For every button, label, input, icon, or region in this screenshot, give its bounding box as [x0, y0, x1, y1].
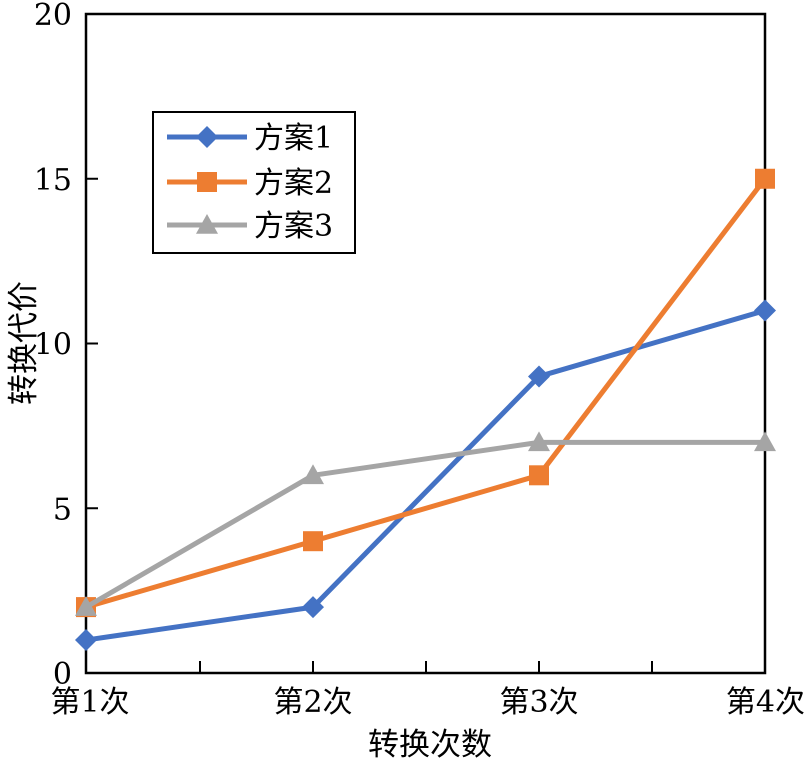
x-axis-title: 转换次数 — [368, 727, 492, 763]
x-tick-label-2: 第3次 — [499, 685, 578, 720]
series-3-point-2 — [302, 464, 324, 485]
y-tick-labels: 0 5 10 15 20 — [34, 0, 72, 692]
series-1-point-3 — [528, 365, 550, 388]
x-tick-label-0: 第1次 — [50, 685, 129, 720]
y-tick-label-3: 15 — [34, 163, 72, 198]
series-1-point-4 — [754, 299, 776, 322]
x-tick-labels: 第1次 第2次 第3次 第4次 — [50, 685, 805, 720]
legend: 方案1 方案2 方案3 — [152, 111, 356, 254]
series-3-point-4 — [754, 431, 776, 452]
legend-marker-1 — [196, 126, 218, 148]
y-tick-label-4: 20 — [34, 0, 72, 33]
series-line-2 — [85, 177, 767, 610]
series-line-1 — [85, 308, 766, 643]
series-2-point-2 — [303, 531, 323, 552]
series-2-point-3 — [529, 465, 549, 486]
series-1-point-1 — [75, 629, 97, 652]
series-line-3 — [84, 439, 765, 610]
legend-marker-2 — [197, 172, 217, 192]
legend-marker-3 — [196, 214, 218, 234]
y-tick-label-2: 10 — [34, 328, 72, 363]
axis-ticks — [85, 13, 766, 674]
series-3-point-1 — [75, 596, 97, 616]
y-tick-label-0: 0 — [53, 657, 72, 692]
legend-label-1: 方案1 — [254, 121, 333, 156]
y-axis-title: 转换代价 — [6, 281, 42, 405]
legend-label-3: 方案3 — [254, 209, 333, 244]
x-tick-label-3: 第4次 — [726, 685, 805, 720]
series-1-point-2 — [302, 596, 324, 619]
series-2-point-4 — [755, 168, 775, 189]
y-tick-label-1: 5 — [53, 492, 72, 527]
series-3-point-3 — [528, 431, 550, 452]
legend-label-2: 方案2 — [254, 166, 333, 201]
x-tick-label-1: 第2次 — [273, 685, 352, 720]
series-layer — [75, 168, 776, 652]
